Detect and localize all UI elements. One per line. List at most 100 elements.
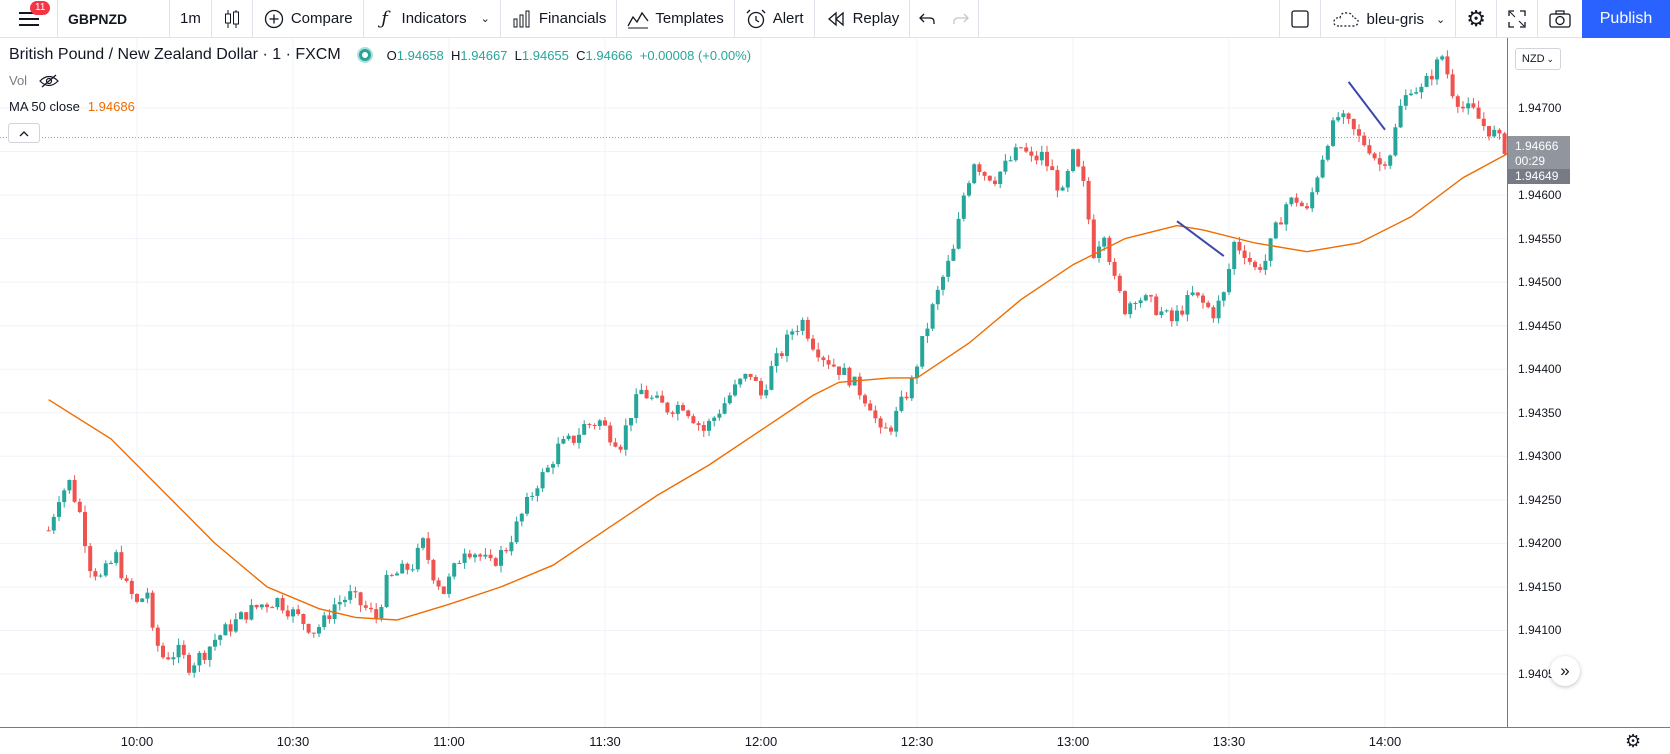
candle-body — [603, 420, 607, 426]
gear-icon: ⚙ — [1466, 6, 1486, 31]
candle-body — [384, 574, 389, 608]
layout-name-button[interactable]: bleu-gris ⌄ — [1319, 0, 1456, 38]
snapshot-button[interactable] — [1537, 0, 1582, 38]
settings-button[interactable]: ⚙ — [1455, 0, 1496, 38]
symbol-title[interactable]: British Pound / New Zealand Dollar · 1 ·… — [9, 46, 341, 63]
indicators-button[interactable]: ƒ Indicators ⌄ — [364, 0, 501, 38]
candle-body — [379, 607, 384, 619]
financials-button[interactable]: Financials — [501, 0, 618, 38]
redo-button[interactable] — [944, 0, 980, 38]
time-tick-label: 10:00 — [120, 734, 154, 749]
candle-body — [774, 353, 779, 367]
candle-body — [857, 376, 862, 396]
alert-button[interactable]: Alert — [735, 0, 815, 38]
bar-countdown: 00:29 — [1515, 154, 1546, 168]
candle-body — [103, 563, 108, 576]
candle-body — [93, 571, 98, 577]
candle-body — [389, 574, 394, 576]
candles-icon — [224, 9, 239, 28]
candle-body — [436, 580, 441, 587]
candle-body — [1429, 75, 1434, 80]
candle-body — [1081, 166, 1086, 181]
scroll-to-realtime-button[interactable]: » — [1550, 656, 1580, 686]
close-label: C — [576, 47, 586, 63]
candle-body — [779, 353, 784, 357]
candle-body — [993, 180, 997, 185]
templates-label: Templates — [655, 10, 724, 27]
candle-body — [254, 604, 259, 608]
candle-body — [920, 336, 925, 367]
candle-body — [1294, 197, 1299, 203]
price-chart[interactable] — [0, 38, 1507, 727]
price-scale[interactable] — [1507, 38, 1670, 728]
candle-body — [67, 479, 72, 491]
main-menu-button[interactable]: 11 — [0, 0, 58, 38]
candle-body — [181, 644, 186, 655]
candle-body — [317, 627, 321, 634]
scale-settings-button[interactable]: ⚙ — [1625, 731, 1641, 752]
candle-body — [1398, 105, 1403, 128]
collapse-legend-button[interactable] — [8, 123, 40, 143]
candle-body — [363, 605, 368, 608]
candle-body — [883, 427, 888, 429]
interval-button[interactable]: 1m — [170, 0, 212, 38]
candle-body — [805, 319, 810, 339]
candle-body — [296, 609, 301, 614]
templates-button[interactable]: Templates — [617, 0, 735, 38]
candle-body — [415, 547, 420, 570]
fullscreen-layout-button[interactable] — [1278, 0, 1320, 38]
cloud-icon — [1331, 8, 1361, 30]
candle-body — [88, 546, 93, 572]
time-scale[interactable] — [0, 727, 1670, 754]
candle-body — [322, 615, 327, 628]
replay-button[interactable]: Replay — [815, 0, 911, 38]
fullscreen-button[interactable] — [1496, 0, 1537, 38]
price-tick-label: 1.94600 — [1518, 188, 1562, 203]
candle-body — [519, 513, 524, 522]
eye-off-icon[interactable] — [39, 74, 59, 88]
candle-body — [1107, 237, 1112, 262]
notification-badge: 11 — [30, 0, 51, 15]
candle-body — [1299, 202, 1304, 207]
candle-body — [187, 654, 191, 673]
alarm-clock-icon — [745, 8, 767, 30]
candle-body — [467, 553, 472, 558]
indicators-label: Indicators — [401, 10, 467, 27]
candle-body — [946, 260, 951, 277]
candle-body — [441, 586, 446, 594]
undo-button[interactable] — [910, 0, 944, 38]
candle-body — [1159, 311, 1164, 316]
chart-type-button[interactable] — [212, 0, 253, 38]
publish-button[interactable]: Publish — [1582, 0, 1670, 38]
low-value: 1.94655 — [521, 47, 569, 63]
volume-legend[interactable]: Vol — [9, 73, 59, 88]
currency-selector[interactable]: NZD ⌄ — [1515, 48, 1561, 70]
candle-body — [166, 657, 171, 660]
symbol-search-button[interactable]: GBPNZD — [58, 0, 170, 38]
ma-legend[interactable]: MA 50 close 1.94686 — [9, 99, 135, 114]
candle-body — [1450, 74, 1455, 97]
candle-body — [140, 598, 145, 602]
candle-body — [171, 657, 176, 660]
candle-body — [1039, 151, 1044, 161]
candle-body — [1216, 300, 1221, 319]
candle-body — [332, 604, 337, 619]
candle-body — [462, 553, 467, 563]
candle-body — [291, 609, 295, 617]
candle-body — [1388, 155, 1393, 166]
candle-body — [566, 435, 571, 439]
compare-button[interactable]: Compare — [253, 0, 364, 38]
rewind-icon — [825, 8, 847, 30]
candle-body — [1112, 261, 1117, 276]
candle-body — [759, 380, 763, 396]
candle-body — [1492, 129, 1497, 137]
price-tick-label: 1.94500 — [1518, 275, 1562, 290]
candle-body — [1357, 129, 1361, 136]
hamburger-icon — [18, 11, 39, 26]
candle-body — [592, 424, 597, 426]
camera-icon — [1549, 10, 1571, 28]
candle-body — [1055, 170, 1060, 191]
candle-body — [83, 511, 87, 547]
candle-body — [1409, 93, 1413, 96]
candle-body — [1351, 118, 1356, 130]
